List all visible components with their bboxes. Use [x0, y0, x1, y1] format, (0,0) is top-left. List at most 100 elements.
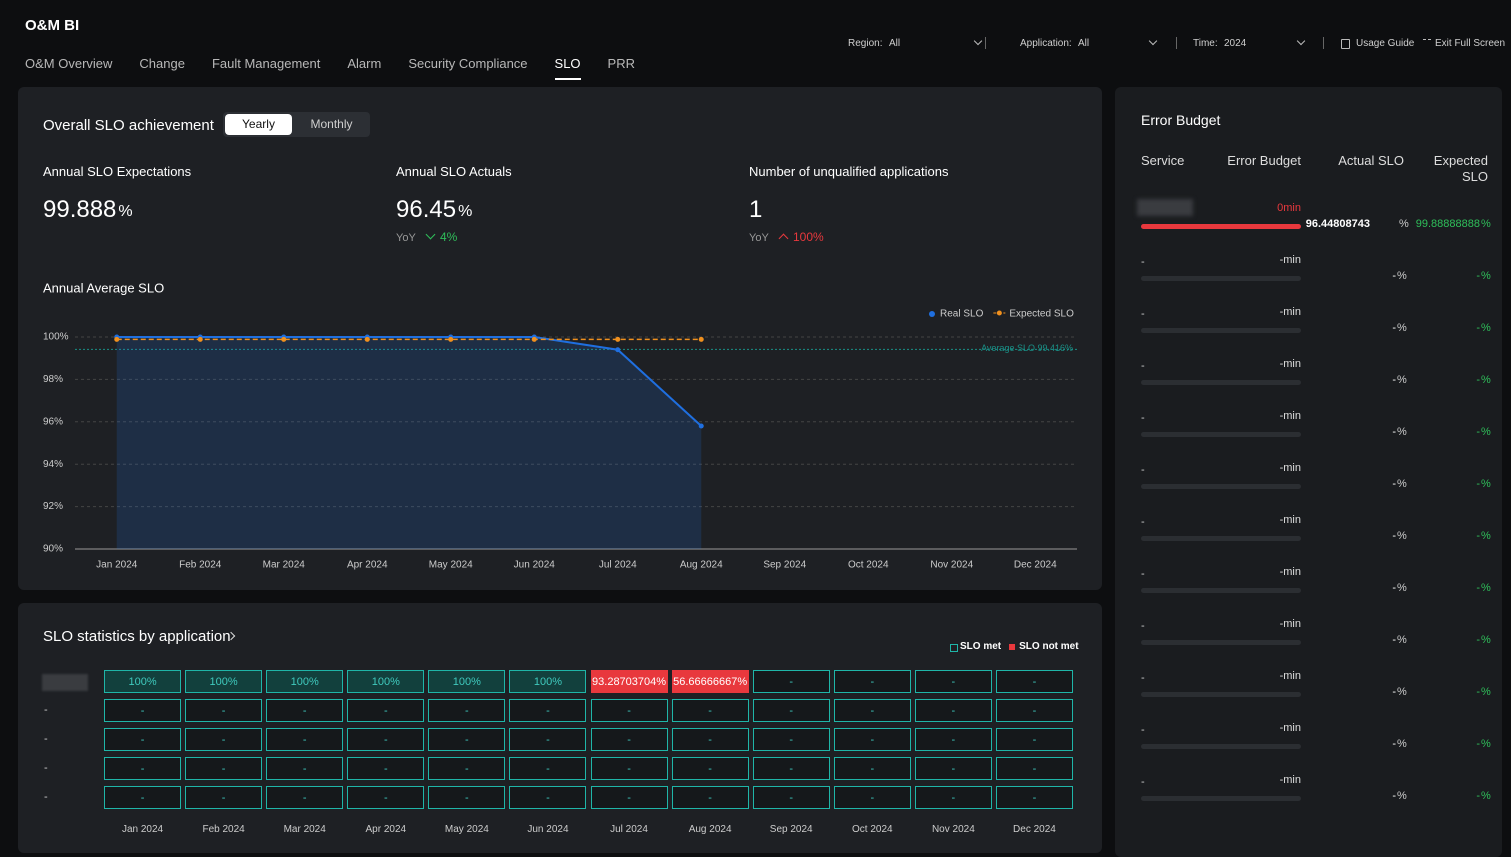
table-cell: -	[752, 786, 830, 809]
table-cell: -	[914, 670, 992, 693]
point	[114, 336, 120, 342]
stat-value: 1	[749, 196, 763, 223]
stat-label: Number of unqualified applications	[749, 164, 949, 179]
filter-value[interactable]: All	[889, 38, 901, 49]
nav-tab[interactable]: Fault Management	[211, 56, 321, 71]
table-cell: -	[752, 670, 830, 693]
budget-bar	[1141, 328, 1301, 333]
column-label: Jun 2024	[527, 824, 569, 835]
expected-unit: %	[1481, 790, 1491, 802]
table-cell: -	[185, 757, 263, 780]
expected-slo: -	[1476, 322, 1480, 334]
point	[197, 336, 203, 342]
table-cell: -	[266, 757, 344, 780]
actual-slo: 96.44808743	[1305, 218, 1370, 230]
nav-tab[interactable]: Change	[139, 56, 185, 71]
table-cell: -	[266, 699, 344, 722]
table-cell: 100%	[104, 670, 182, 693]
expected-slo: -	[1476, 790, 1480, 802]
table-cell: -	[104, 728, 182, 751]
x-tick-label: May 2024	[429, 560, 473, 571]
x-tick-label: Apr 2024	[347, 560, 388, 571]
column-header: Service	[1141, 153, 1185, 168]
action[interactable]: Usage Guide	[1356, 38, 1415, 49]
table-cell: -	[428, 699, 506, 722]
point	[531, 336, 537, 342]
x-tick-label: Feb 2024	[179, 560, 222, 571]
budget-value: -min	[1279, 618, 1301, 630]
stat-label: Annual SLO Expectations	[43, 164, 192, 179]
budget-bar	[1141, 224, 1301, 229]
service-name: -	[1141, 308, 1145, 320]
table-cell: -	[752, 757, 830, 780]
table-cell: -	[752, 699, 830, 722]
budget-bar	[1141, 692, 1301, 697]
divider	[1176, 37, 1177, 49]
y-tick-label: 90%	[43, 544, 63, 555]
blurred-label	[42, 674, 88, 691]
y-tick-label: 94%	[43, 459, 63, 470]
service-name: -	[1141, 776, 1145, 788]
chevron	[973, 36, 983, 46]
point	[698, 336, 704, 342]
section-title[interactable]: SLO statistics by application	[43, 628, 231, 645]
filter-value[interactable]: All	[1078, 38, 1090, 49]
legend-label: Expected SLO	[1009, 309, 1074, 320]
table-cell: -	[185, 699, 263, 722]
column-label: Feb 2024	[202, 824, 245, 835]
stat-value: 99.888	[43, 196, 117, 223]
y-tick-label: 96%	[43, 416, 63, 427]
table-cell: -	[995, 728, 1073, 751]
table-cell: 100%	[428, 670, 506, 693]
blurred-service	[1137, 199, 1193, 216]
divider	[985, 37, 986, 49]
column-label: Mar 2024	[283, 824, 326, 835]
nav-tab[interactable]: Alarm	[347, 56, 382, 71]
table-cell: 93.28703704%	[590, 670, 668, 693]
budget-bar	[1141, 484, 1301, 489]
x-tick-label: Oct 2024	[848, 560, 889, 571]
table-cell: -	[833, 757, 911, 780]
row-label: -	[44, 733, 48, 745]
chart: Annual Average SLO 90% 92% 94% 96% 98% 100% Jan…	[43, 280, 1077, 571]
table-cell: -	[347, 728, 425, 751]
budget-value: -min	[1279, 774, 1301, 786]
action[interactable]: Exit Full Screen	[1435, 38, 1506, 49]
table-cell: 100%	[347, 670, 425, 693]
nav-tab[interactable]: PRR	[607, 56, 635, 71]
table-cell: -	[104, 786, 182, 809]
service-name: -	[1141, 412, 1145, 424]
chart-title: Annual Average SLO	[43, 280, 164, 295]
table-cell: -	[995, 699, 1073, 722]
table-cell: 56.66666667%	[671, 670, 749, 693]
budget-bar	[1141, 432, 1301, 437]
filter-value[interactable]: 2024	[1224, 38, 1247, 49]
table-cell: -	[104, 757, 182, 780]
budget-value: -min	[1279, 722, 1301, 734]
table-cell: 100%	[509, 670, 587, 693]
budget-value: -min	[1279, 566, 1301, 578]
expected-slo: -	[1476, 530, 1480, 542]
table-cell: -	[347, 699, 425, 722]
expected-unit: %	[1481, 530, 1491, 542]
expected-unit: %	[1481, 634, 1491, 646]
service-name: -	[1141, 568, 1145, 580]
actual-unit: %	[1397, 738, 1407, 750]
nav-tab[interactable]: Security Compliance	[408, 56, 528, 71]
expected-unit: %	[1481, 478, 1491, 490]
toggle-option[interactable]: Monthly	[310, 117, 353, 131]
budget-value: -min	[1279, 358, 1301, 370]
actual-unit: %	[1397, 270, 1407, 282]
toggle-option[interactable]: Yearly	[225, 114, 292, 135]
nav-tab[interactable]: O&M Overview	[25, 56, 113, 71]
expected-slo: -	[1476, 270, 1480, 282]
yoy-label: YoY	[749, 232, 769, 244]
column-header: Actual SLO	[1338, 153, 1404, 168]
expected-unit: %	[1481, 738, 1491, 750]
nav-tab[interactable]: SLO	[554, 56, 581, 71]
actual-unit: %	[1399, 218, 1409, 230]
yoy-label: YoY	[396, 232, 416, 244]
point	[281, 336, 287, 342]
column-label: Dec 2024	[1013, 824, 1056, 835]
expected-slo: -	[1476, 478, 1480, 490]
